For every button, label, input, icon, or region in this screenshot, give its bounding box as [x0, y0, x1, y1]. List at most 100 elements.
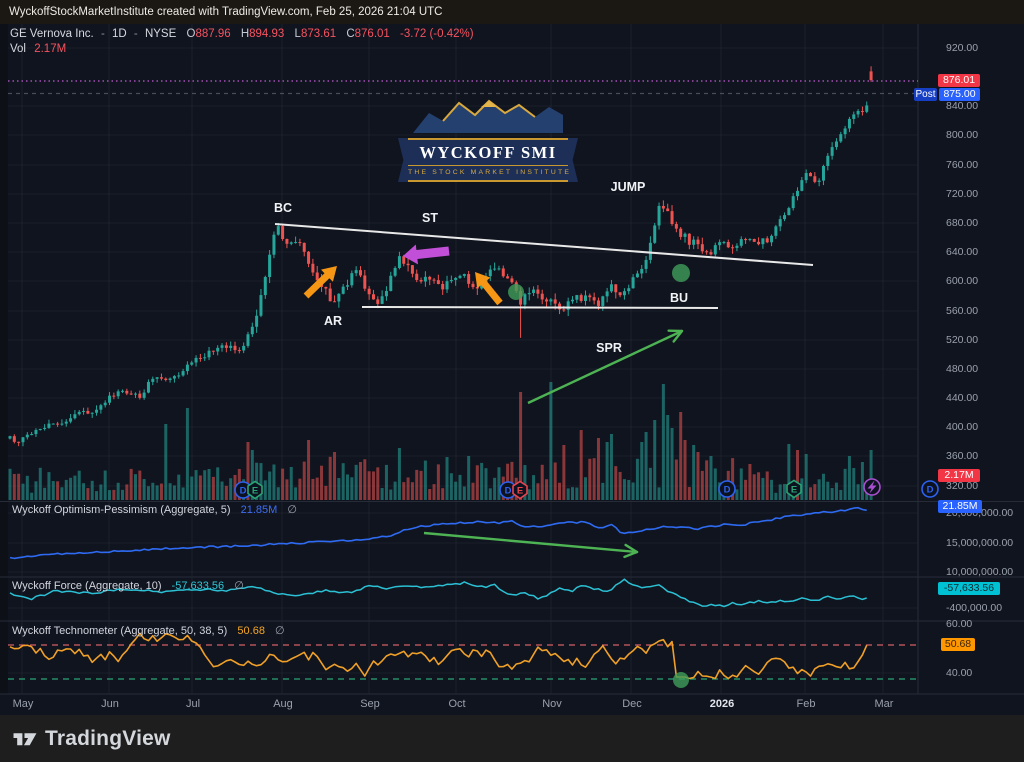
price-axis-tick: 15,000,000.00 — [946, 537, 1014, 549]
tradingview-logo-icon[interactable] — [13, 728, 37, 750]
price-axis-tick: 440.00 — [946, 392, 979, 404]
smi-banner: WYCKOFF SMI THE STOCK MARKET INSTITUTE — [398, 138, 578, 182]
indicator-layer — [8, 506, 918, 680]
price-axis-tick: 520.00 — [946, 334, 979, 346]
tech-indicator-badge: 50.68 — [941, 638, 975, 651]
wyckoff-smi-watermark: WYCKOFF SMI THE STOCK MARKET INSTITUTE — [398, 95, 578, 182]
svg-text:D: D — [927, 484, 934, 495]
green-arrowhead — [624, 543, 639, 554]
chart-background — [0, 24, 8, 694]
symbol-name: GE Vernova Inc. — [10, 28, 94, 40]
tradingview-footer: TradingView — [0, 715, 1024, 762]
time-axis-tick: 2026 — [709, 698, 735, 710]
volume-value: 2.17M — [34, 43, 67, 55]
wyckoff-label-spr[interactable]: SPR — [596, 341, 622, 355]
green-dot-marker[interactable] — [508, 284, 524, 300]
time-axis-tick: Dec — [622, 698, 642, 710]
smi-logo-graphic — [413, 99, 563, 133]
volume-badge: 2.17M — [938, 469, 980, 482]
dividend-icon[interactable]: D — [718, 480, 736, 498]
close-label: C — [346, 28, 355, 40]
force-current-value: -57,633.56 — [171, 580, 225, 592]
time-axis-tick: May — [12, 698, 34, 710]
tech-current-value: 50.68 — [237, 625, 265, 637]
price-axis-tick: 480.00 — [946, 363, 979, 375]
low-label: L — [294, 28, 301, 40]
green-arrow-annotation[interactable] — [423, 531, 638, 554]
green-arrowhead — [672, 329, 684, 343]
wyckoff-label-jump[interactable]: JUMP — [611, 180, 646, 194]
wyckoff-label-st[interactable]: ST — [422, 211, 438, 225]
tradingview-brand-link[interactable]: TradingView — [45, 726, 171, 750]
time-axis-tick: Aug — [273, 698, 293, 710]
thick-arrow-annotation[interactable] — [475, 272, 503, 306]
close-value: 876.01 — [354, 28, 390, 40]
green-arrowhead — [623, 550, 639, 559]
earnings-icon[interactable]: E — [512, 480, 528, 500]
time-axis-tick: Mar — [874, 698, 894, 710]
pane-title-optimism-pessimism[interactable]: Wyckoff Optimism-Pessimism (Aggregate, 5… — [12, 504, 297, 516]
smi-logo-title: WYCKOFF SMI — [408, 138, 568, 166]
svg-text:E: E — [517, 485, 523, 496]
thick-arrow-annotation[interactable] — [303, 266, 337, 299]
green-dot-marker[interactable] — [672, 264, 690, 282]
wyckoff-label-bc[interactable]: BC — [274, 201, 292, 215]
price-axis-tick: 60.00 — [946, 618, 973, 630]
svg-text:D: D — [505, 485, 512, 496]
news-bolt-icon[interactable] — [863, 478, 881, 496]
open-label: O — [186, 28, 196, 40]
indicator-hidden-icon[interactable]: ∅ — [234, 580, 244, 592]
interval-label: 1D — [112, 28, 127, 40]
time-axis-tick: Sep — [360, 698, 380, 710]
op-indicator-badge: 21.85M — [938, 500, 982, 513]
price-axis-tick: 400.00 — [946, 421, 979, 433]
post-market-label-badge: Post — [914, 88, 937, 101]
price-axis-tick: 640.00 — [946, 246, 979, 258]
svg-text:E: E — [791, 484, 797, 495]
resistance-trendline[interactable] — [274, 223, 814, 266]
pane-title-technometer[interactable]: Wyckoff Technometer (Aggregate, 50, 38, … — [12, 625, 285, 637]
price-axis-tick: -400,000.00 — [946, 602, 1003, 614]
green-arrow-annotation[interactable] — [527, 329, 683, 405]
symbol-legend: GE Vernova Inc. - 1D - NYSE O887.96 H894… — [10, 28, 474, 40]
earnings-icon[interactable]: E — [247, 480, 263, 500]
time-axis-tick: Oct — [448, 698, 466, 710]
price-axis-tick: 320.00 — [946, 480, 979, 492]
indicator-hidden-icon[interactable]: ∅ — [275, 625, 285, 637]
exchange-label: NYSE — [144, 28, 177, 40]
smi-logo-subtitle: THE STOCK MARKET INSTITUTE — [408, 166, 569, 182]
wyckoff-label-bu[interactable]: BU — [670, 291, 688, 305]
time-axis-tick: Jul — [185, 698, 201, 710]
last-price-badge: 876.01 — [938, 74, 980, 87]
post-market-price-badge: 875.00 — [939, 88, 980, 101]
price-axis-tick: 840.00 — [946, 100, 979, 112]
dividend-icon[interactable]: D — [921, 480, 939, 498]
time-axis-tick: Nov — [542, 698, 562, 710]
high-value: 894.93 — [249, 28, 285, 40]
support-line[interactable] — [361, 306, 719, 309]
wyckoff-label-ar[interactable]: AR — [324, 314, 342, 328]
svg-text:D: D — [240, 485, 247, 496]
svg-text:E: E — [252, 485, 258, 496]
earnings-icon[interactable]: E — [786, 479, 802, 499]
price-axis-tick: 680.00 — [946, 217, 979, 229]
price-axis-tick: 920.00 — [946, 42, 979, 54]
annotation-layer: BC ST AR JUMP BU SPR — [8, 80, 918, 688]
green-dot-marker[interactable] — [673, 672, 689, 688]
thick-arrow-annotation[interactable] — [403, 244, 450, 265]
pane-title-force[interactable]: Wyckoff Force (Aggregate, 10) -57,633.56… — [12, 580, 244, 592]
indicator-hidden-icon[interactable]: ∅ — [287, 504, 297, 516]
price-axis-tick: 10,000,000.00 — [946, 566, 1014, 578]
op-current-value: 21.85M — [240, 504, 278, 516]
volume-label: Vol — [10, 43, 26, 55]
force-indicator-badge: -57,633.56 — [938, 582, 1000, 595]
low-value: 873.61 — [300, 28, 337, 40]
price-axis-tick: 560.00 — [946, 305, 979, 317]
price-axis-tick: 600.00 — [946, 275, 979, 287]
attribution-text: WyckoffStockMarketInstitute created with… — [9, 6, 443, 18]
time-axis-tick: Jun — [101, 698, 119, 710]
change-value: -3.72 (-0.42%) — [400, 28, 474, 40]
